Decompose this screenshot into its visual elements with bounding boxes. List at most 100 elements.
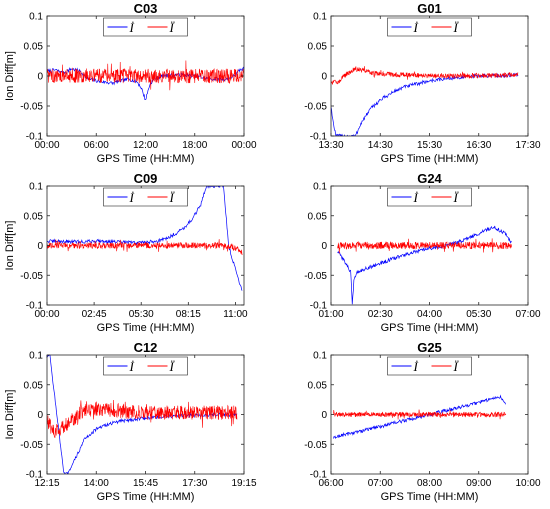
x-tick-label: 07:00: [368, 478, 393, 489]
x-tick-label: 01:00: [318, 309, 343, 320]
legend-label-1: İ: [129, 190, 135, 205]
plot-area: [331, 66, 519, 136]
legend-label-1: İ: [413, 20, 419, 35]
legend-label-2: Ï: [453, 190, 460, 205]
subplot-g01: -0.1 -0.05 0 0.05 0.1 13:30 14:30 15:30 16:30 17:…: [304, 1, 541, 165]
legend-label-2: Ï: [169, 359, 176, 374]
y-tick-label: -0.1: [26, 301, 44, 312]
x-tick-label: 00:00: [231, 140, 256, 151]
series-1-line: [333, 394, 507, 440]
subplot-c09: -0.1 -0.05 0 0.05 0.1 00:00 02:45 05:30 08:15 11:…: [4, 171, 248, 334]
x-tick-label: 05:30: [129, 309, 154, 320]
y-tick-label: 0.05: [24, 211, 44, 222]
y-tick-label: 0.1: [29, 351, 43, 362]
y-tick-label: -0.1: [26, 132, 44, 143]
subplot-title: C03: [134, 1, 158, 16]
series-2-line: [333, 409, 507, 420]
y-tick-label: 0.05: [308, 42, 328, 53]
y-tick-label: 0.05: [24, 380, 44, 391]
subplot-title: G24: [417, 171, 442, 186]
x-axis-label: GPS Time (HH:MM): [381, 322, 479, 334]
legend-box: [387, 187, 472, 207]
legend-box: [103, 187, 188, 207]
x-tick-label: 16:30: [466, 140, 491, 151]
x-tick-label: 08:15: [176, 309, 201, 320]
y-tick-label: -0.05: [304, 440, 327, 451]
subplot-title: G25: [417, 340, 442, 355]
y-tick-label: -0.1: [310, 301, 328, 312]
series-1-line: [331, 72, 519, 136]
x-tick-label: 00:00: [34, 140, 59, 151]
subplot-g25: -0.1 -0.05 0 0.05 0.1 06:00 07:00 08:00 09:00 10:…: [304, 340, 541, 503]
x-tick-label: 19:15: [231, 478, 256, 489]
legend-box: [103, 356, 188, 376]
y-tick-label: 0: [321, 410, 327, 421]
legend-box: [387, 17, 472, 37]
series-2-line: [331, 66, 519, 86]
x-tick-label: 07:00: [515, 309, 540, 320]
y-tick-label: -0.05: [304, 271, 327, 282]
x-tick-label: 14:30: [368, 140, 393, 151]
x-tick-label: 11:00: [223, 309, 248, 320]
x-axis-label: GPS Time (HH:MM): [97, 153, 195, 165]
y-tick-label: 0.05: [24, 42, 44, 53]
y-tick-label: 0.05: [308, 211, 328, 222]
y-tick-label: -0.05: [20, 271, 43, 282]
y-tick-label: 0.1: [313, 12, 327, 23]
y-axis-label: Ion Diff[m]: [4, 221, 16, 271]
x-tick-label: 02:45: [82, 309, 107, 320]
x-axis-label: GPS Time (HH:MM): [381, 491, 479, 503]
x-tick-label: 12:15: [34, 478, 59, 489]
x-tick-label: 02:30: [368, 309, 393, 320]
x-tick-label: 15:45: [133, 478, 158, 489]
y-tick-label: 0.05: [308, 380, 328, 391]
y-tick-label: -0.1: [26, 470, 44, 481]
legend-label-2: Ï: [169, 20, 176, 35]
y-tick-label: 0.1: [313, 351, 327, 362]
plot-area: [47, 186, 243, 291]
x-tick-label: 06:00: [318, 478, 343, 489]
x-tick-label: 10:00: [515, 478, 540, 489]
legend-label-1: İ: [413, 359, 419, 374]
y-tick-label: 0: [321, 72, 327, 83]
x-tick-label: 09:00: [466, 478, 491, 489]
y-tick-label: 0.1: [29, 12, 43, 23]
plot-area: [47, 355, 238, 474]
x-tick-label: 12:00: [133, 140, 158, 151]
x-axis-label: GPS Time (HH:MM): [97, 491, 195, 503]
x-tick-label: 18:00: [182, 140, 207, 151]
y-tick-label: -0.1: [310, 132, 328, 143]
plot-area: [47, 60, 244, 101]
x-tick-label: 06:00: [84, 140, 109, 151]
y-tick-label: 0: [37, 72, 43, 83]
x-axis-label: GPS Time (HH:MM): [97, 322, 195, 334]
series-2-line: [337, 238, 512, 254]
x-tick-label: 00:00: [34, 309, 59, 320]
x-tick-label: 05:30: [466, 309, 491, 320]
legend-box: [103, 17, 188, 37]
x-tick-label: 17:30: [515, 140, 540, 151]
x-tick-label: 14:00: [84, 478, 109, 489]
plot-area: [337, 225, 512, 305]
y-tick-label: -0.05: [20, 440, 43, 451]
x-tick-label: 08:00: [417, 478, 442, 489]
y-tick-label: -0.05: [20, 102, 43, 113]
legend-label-1: İ: [129, 359, 135, 374]
y-tick-label: -0.05: [304, 102, 327, 113]
subplot-title: G01: [417, 1, 442, 16]
subplot-c12: -0.1 -0.05 0 0.05 0.1 12:15 14:00 15:45 17:30 19:…: [4, 340, 257, 503]
y-tick-label: -0.1: [310, 470, 328, 481]
legend-label-1: İ: [129, 20, 135, 35]
subplot-title: C12: [134, 340, 158, 355]
y-tick-label: 0: [321, 241, 327, 252]
x-tick-label: 13:30: [318, 140, 343, 151]
series-2-line: [47, 400, 238, 439]
series-2-line: [47, 239, 243, 255]
plot-area: [333, 394, 507, 440]
